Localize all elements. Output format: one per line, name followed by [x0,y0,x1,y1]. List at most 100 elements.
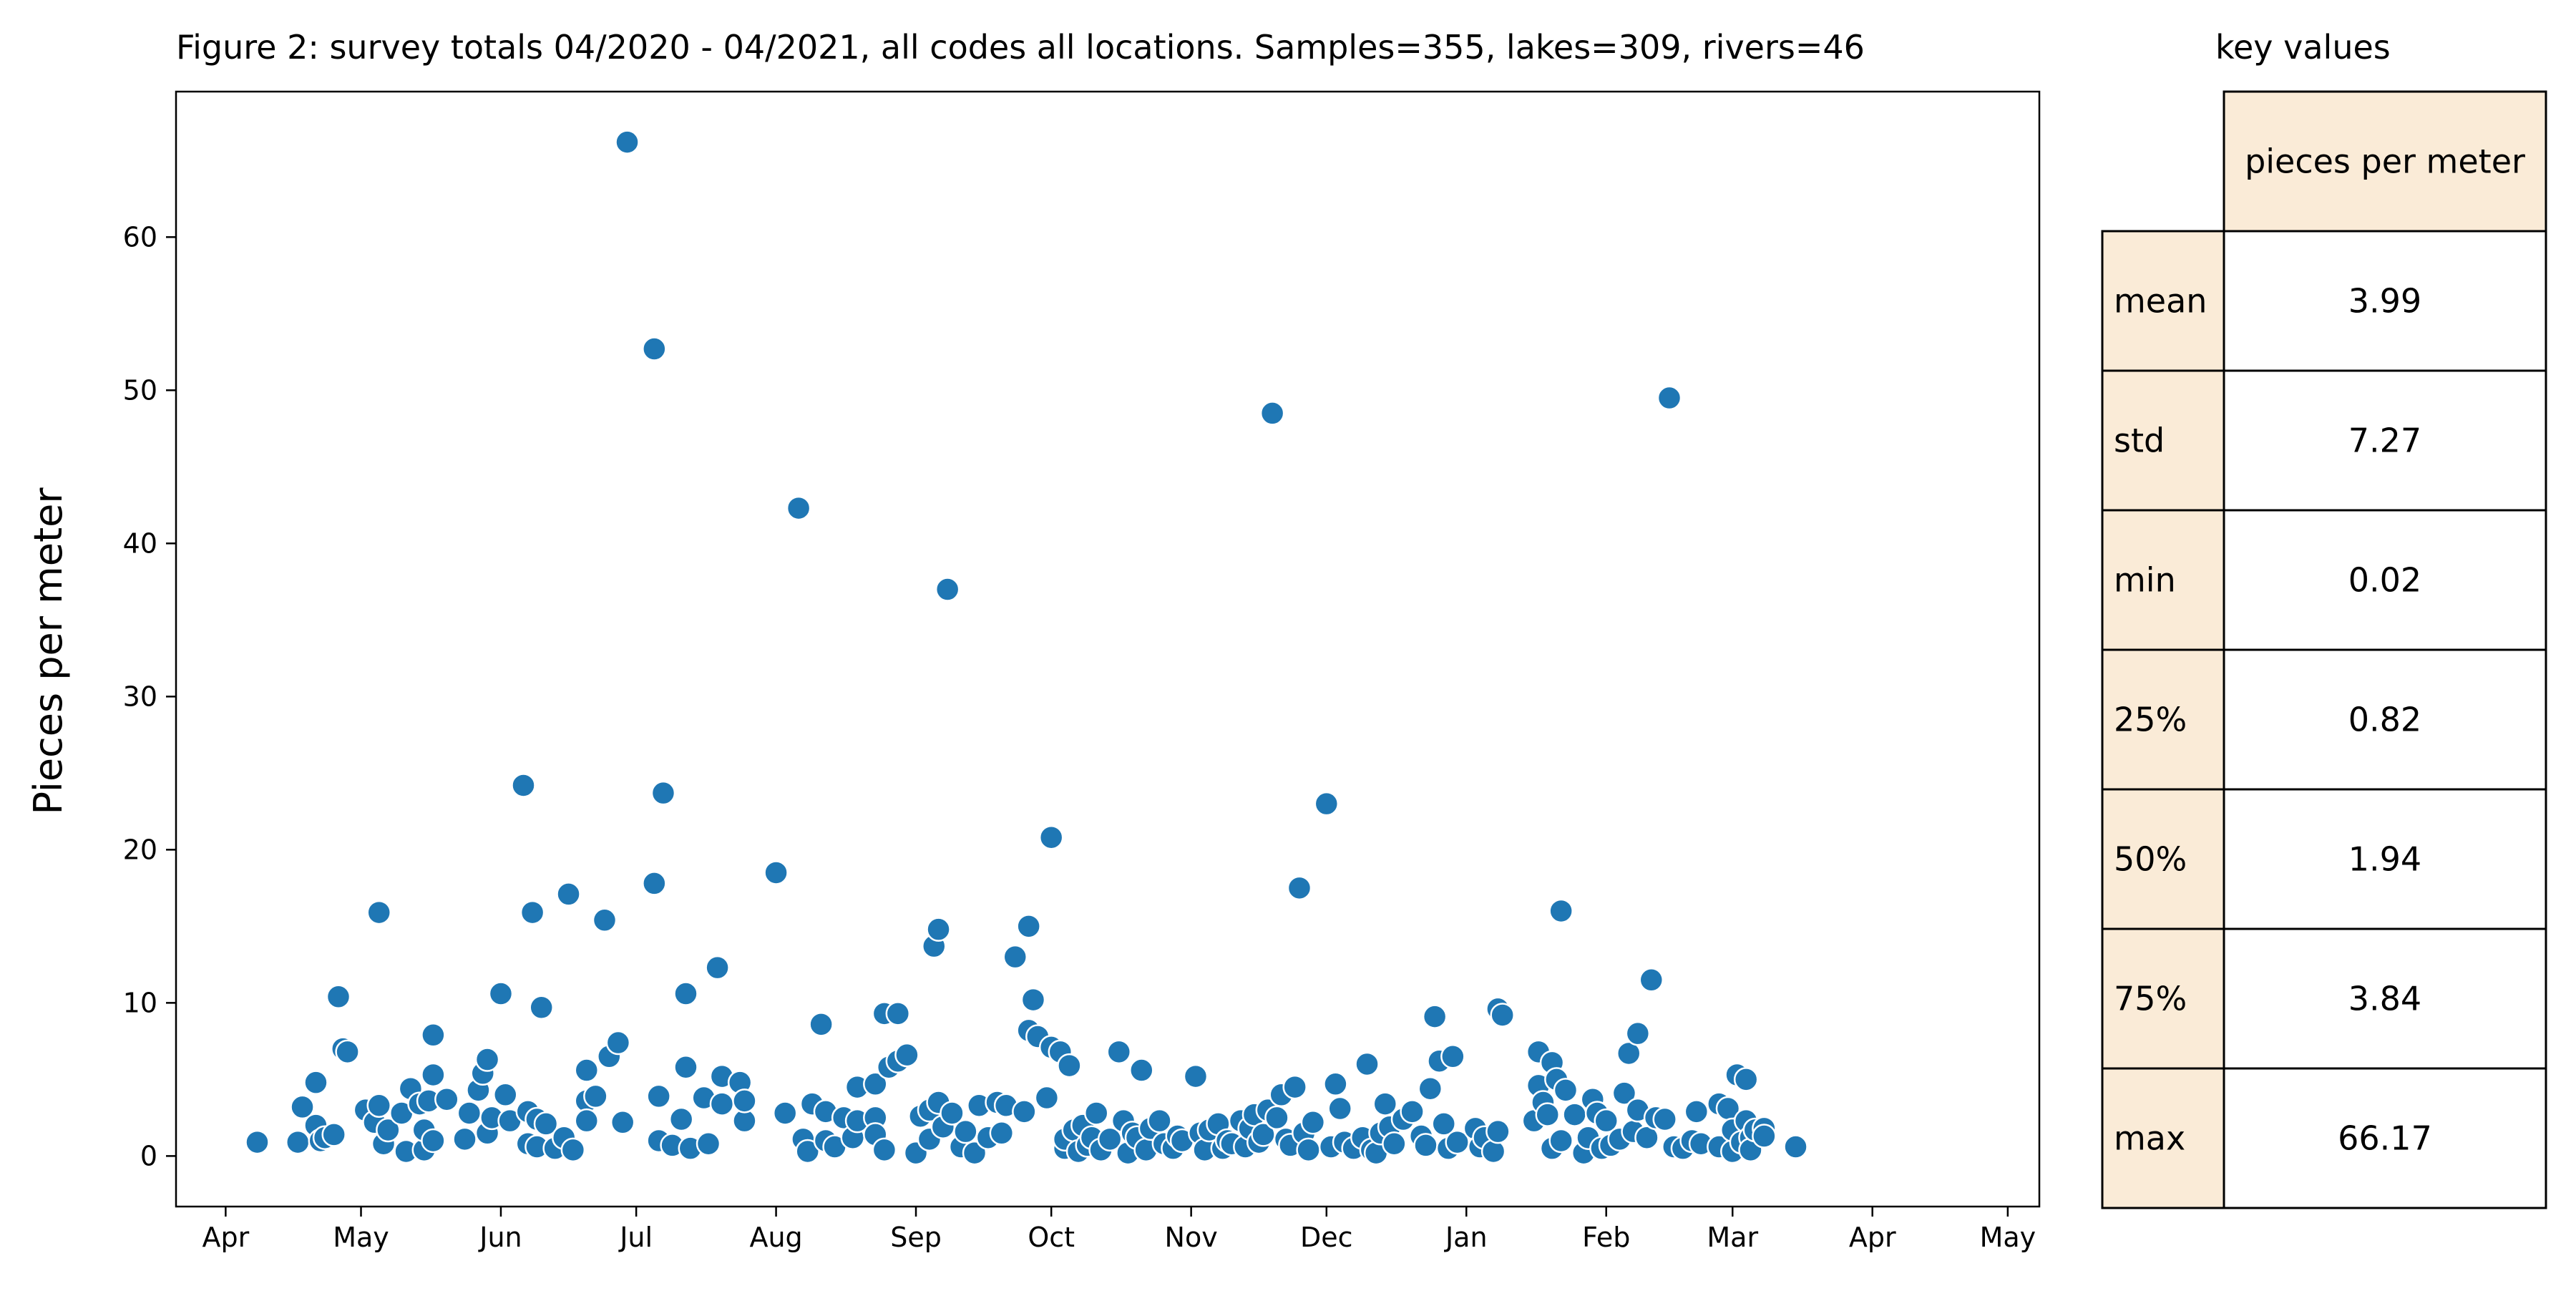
data-point [1296,1137,1321,1163]
data-point [1259,401,1285,426]
scatter-points [245,130,1808,1166]
data-point [1300,1110,1326,1135]
data-point [421,1023,446,1048]
data-point [493,1082,518,1108]
data-point [732,1088,757,1114]
data-point [1594,1108,1619,1134]
data-point [290,1094,315,1120]
x-tick-label: Apr [1849,1222,1896,1253]
data-point [1490,1003,1515,1028]
table-row-label-cell [2101,230,2225,372]
data-point [863,1071,888,1097]
x-tick-label: Aug [749,1222,802,1253]
table-row-value: 0.82 [2348,701,2421,739]
data-point [1372,1091,1398,1116]
data-point [1413,1133,1438,1158]
y-tick-label: 30 [123,681,157,712]
data-point [1183,1063,1209,1089]
x-tick-label: Oct [1028,1222,1075,1253]
y-axis: 0 10 20 30 40 50 60 [123,221,176,1171]
table-value-cell [2223,927,2547,1070]
table-value-cell [2223,369,2547,512]
data-point [421,1128,446,1154]
data-point [605,1030,631,1056]
table-row-value: 66.17 [2338,1119,2432,1158]
data-point [1314,791,1340,817]
data-point [366,900,391,925]
data-point [1752,1124,1777,1149]
y-tick-label: 0 [140,1140,157,1171]
data-point [1106,1039,1132,1065]
data-point [1012,1099,1037,1124]
data-point [1382,1131,1407,1156]
plot-frame [175,90,2041,1208]
data-point [1083,1101,1109,1126]
data-point [795,1139,820,1164]
data-point [872,1137,897,1163]
key-values-table: key values pieces per meter mean 3.99 std 7.… [2101,28,2547,1209]
data-point [1657,385,1682,411]
data-point [1733,1067,1759,1092]
data-point [560,1137,586,1163]
chart-title: Figure 2: survey totals 04/2020 - 04/202… [176,28,1865,67]
table-row-value: 1.94 [2348,840,2421,879]
data-point [1147,1108,1172,1134]
data-point [696,1131,721,1156]
data-point [1553,1078,1579,1103]
table-row-label-cell [2101,648,2225,791]
y-tick-label: 10 [123,987,157,1018]
table-row-label-cell [2101,509,2225,651]
data-point [457,1101,482,1126]
x-tick-label: May [1980,1222,2036,1253]
table-row-value: 7.27 [2348,422,2421,460]
data-point [1548,1128,1574,1154]
data-point [894,1042,919,1068]
table-row-label: 25% [2114,701,2187,739]
x-tick-label: Sep [890,1222,942,1253]
data-point [556,882,581,907]
table-row-label-cell [2101,369,2225,512]
data-point [452,1126,477,1152]
data-point [1535,1102,1560,1127]
table-value-cell [2223,788,2547,930]
data-point [1264,1105,1289,1131]
data-point [1287,875,1312,901]
data-point [962,1140,987,1166]
data-point [1548,898,1574,924]
data-point [809,1012,834,1037]
table-row-label: max [2114,1119,2185,1158]
data-point [245,1129,270,1155]
data-point [1639,968,1664,993]
data-point [1783,1134,1808,1159]
y-tick-label: 60 [123,221,157,253]
data-point [673,981,698,1006]
plot-area: 0 10 20 30 40 50 60 Apr May Jun Jul Aug Sep Oct Nov De… [123,90,2041,1253]
data-point [529,995,554,1020]
data-point [285,1129,311,1155]
data-point [574,1108,600,1134]
data-point [668,1106,694,1132]
table-row-label: std [2114,422,2165,460]
x-tick-label: Feb [1582,1222,1630,1253]
table-value-cell [2223,648,2547,791]
x-axis: Apr May Jun Jul Aug Sep Oct Nov Dec Jan Feb Mar Apr M… [202,1207,2036,1253]
data-point [335,1039,360,1065]
data-point [940,1101,965,1126]
data-point [615,130,640,155]
data-point [434,1086,459,1112]
table-row-value: 3.99 [2348,282,2421,321]
data-point [1400,1099,1425,1124]
table-row-label: 50% [2114,840,2187,879]
data-point [1611,1081,1637,1106]
table-column-header: pieces per meter [2245,142,2525,181]
data-point [1038,824,1064,850]
data-point [1327,1096,1352,1121]
table-value-cell [2223,230,2547,372]
y-tick-label: 20 [123,834,157,865]
data-point [1282,1074,1307,1100]
data-point [926,917,951,942]
data-point [673,1055,698,1080]
y-tick-label: 40 [123,527,157,559]
x-tick-label: Mar [1707,1222,1758,1253]
x-tick-label: May [333,1222,389,1253]
